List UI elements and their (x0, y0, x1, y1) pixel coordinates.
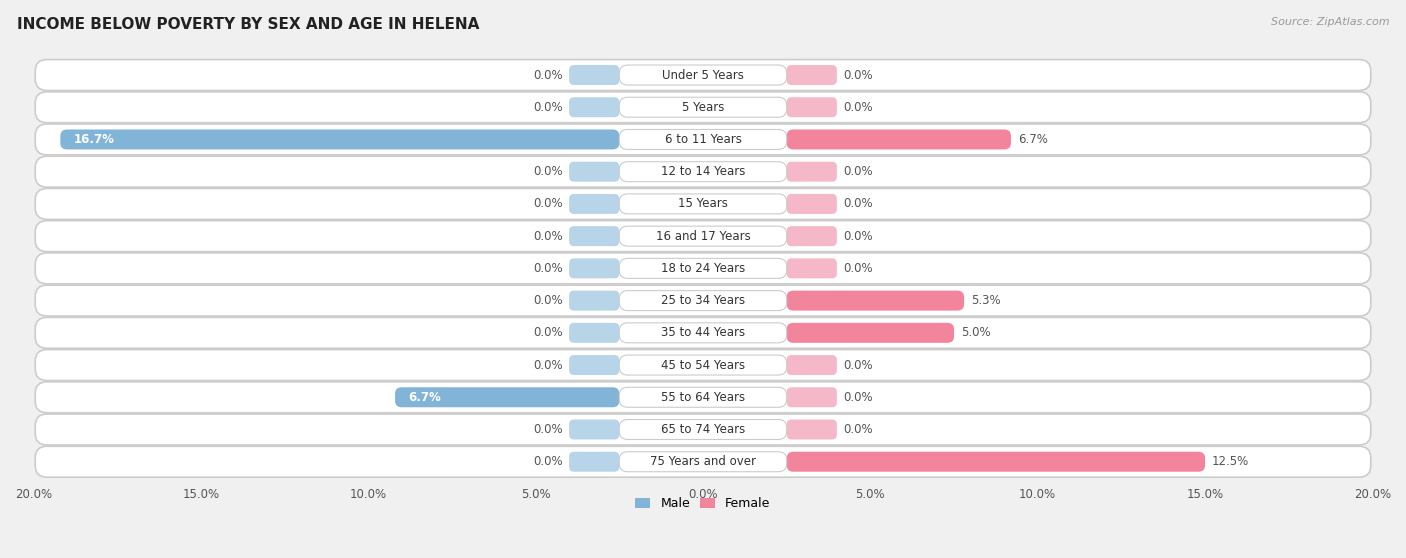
Text: 0.0%: 0.0% (533, 262, 562, 275)
Text: 12 to 14 Years: 12 to 14 Years (661, 165, 745, 178)
FancyBboxPatch shape (569, 323, 619, 343)
Text: 65 to 74 Years: 65 to 74 Years (661, 423, 745, 436)
FancyBboxPatch shape (787, 452, 1205, 472)
FancyBboxPatch shape (35, 220, 1371, 252)
Text: 45 to 54 Years: 45 to 54 Years (661, 359, 745, 372)
Text: 0.0%: 0.0% (844, 423, 873, 436)
Text: 6 to 11 Years: 6 to 11 Years (665, 133, 741, 146)
FancyBboxPatch shape (35, 318, 1371, 348)
FancyBboxPatch shape (569, 226, 619, 246)
FancyBboxPatch shape (35, 92, 1371, 123)
Text: 75 Years and over: 75 Years and over (650, 455, 756, 468)
Text: 0.0%: 0.0% (533, 455, 562, 468)
FancyBboxPatch shape (619, 387, 787, 407)
Text: 0.0%: 0.0% (533, 69, 562, 81)
Text: 5 Years: 5 Years (682, 101, 724, 114)
Text: 0.0%: 0.0% (533, 326, 562, 339)
Text: 0.0%: 0.0% (844, 262, 873, 275)
FancyBboxPatch shape (569, 65, 619, 85)
FancyBboxPatch shape (35, 349, 1371, 381)
FancyBboxPatch shape (569, 194, 619, 214)
Text: 0.0%: 0.0% (533, 165, 562, 178)
FancyBboxPatch shape (619, 258, 787, 278)
FancyBboxPatch shape (569, 97, 619, 117)
FancyBboxPatch shape (619, 323, 787, 343)
FancyBboxPatch shape (619, 129, 787, 150)
Text: 5.0%: 5.0% (960, 326, 990, 339)
Text: 15 Years: 15 Years (678, 198, 728, 210)
FancyBboxPatch shape (569, 258, 619, 278)
Text: 25 to 34 Years: 25 to 34 Years (661, 294, 745, 307)
FancyBboxPatch shape (569, 291, 619, 311)
Text: 35 to 44 Years: 35 to 44 Years (661, 326, 745, 339)
Text: 0.0%: 0.0% (844, 359, 873, 372)
FancyBboxPatch shape (35, 60, 1371, 90)
Text: 16 and 17 Years: 16 and 17 Years (655, 230, 751, 243)
Text: 16.7%: 16.7% (73, 133, 115, 146)
FancyBboxPatch shape (787, 387, 837, 407)
Text: Source: ZipAtlas.com: Source: ZipAtlas.com (1271, 17, 1389, 27)
Text: 5.3%: 5.3% (970, 294, 1001, 307)
FancyBboxPatch shape (619, 97, 787, 117)
FancyBboxPatch shape (619, 194, 787, 214)
FancyBboxPatch shape (619, 452, 787, 472)
Legend: Male, Female: Male, Female (630, 492, 776, 515)
Text: 0.0%: 0.0% (533, 359, 562, 372)
FancyBboxPatch shape (787, 420, 837, 440)
FancyBboxPatch shape (787, 194, 837, 214)
FancyBboxPatch shape (35, 124, 1371, 155)
Text: 18 to 24 Years: 18 to 24 Years (661, 262, 745, 275)
FancyBboxPatch shape (569, 355, 619, 375)
FancyBboxPatch shape (569, 452, 619, 472)
Text: 0.0%: 0.0% (844, 101, 873, 114)
FancyBboxPatch shape (787, 323, 955, 343)
Text: INCOME BELOW POVERTY BY SEX AND AGE IN HELENA: INCOME BELOW POVERTY BY SEX AND AGE IN H… (17, 17, 479, 32)
FancyBboxPatch shape (619, 355, 787, 375)
Text: 6.7%: 6.7% (1018, 133, 1047, 146)
Text: 0.0%: 0.0% (844, 198, 873, 210)
FancyBboxPatch shape (619, 291, 787, 311)
Text: 6.7%: 6.7% (409, 391, 441, 404)
Text: 0.0%: 0.0% (844, 165, 873, 178)
FancyBboxPatch shape (35, 285, 1371, 316)
Text: 0.0%: 0.0% (533, 198, 562, 210)
FancyBboxPatch shape (569, 420, 619, 440)
FancyBboxPatch shape (787, 258, 837, 278)
Text: 0.0%: 0.0% (533, 294, 562, 307)
FancyBboxPatch shape (395, 387, 619, 407)
FancyBboxPatch shape (35, 189, 1371, 219)
FancyBboxPatch shape (35, 253, 1371, 284)
Text: 0.0%: 0.0% (533, 230, 562, 243)
Text: 0.0%: 0.0% (533, 101, 562, 114)
Text: 55 to 64 Years: 55 to 64 Years (661, 391, 745, 404)
FancyBboxPatch shape (569, 162, 619, 182)
FancyBboxPatch shape (787, 355, 837, 375)
FancyBboxPatch shape (35, 414, 1371, 445)
FancyBboxPatch shape (787, 291, 965, 311)
FancyBboxPatch shape (787, 65, 837, 85)
FancyBboxPatch shape (35, 382, 1371, 413)
FancyBboxPatch shape (619, 65, 787, 85)
Text: 0.0%: 0.0% (844, 230, 873, 243)
FancyBboxPatch shape (35, 156, 1371, 187)
FancyBboxPatch shape (787, 129, 1011, 150)
FancyBboxPatch shape (787, 226, 837, 246)
FancyBboxPatch shape (619, 162, 787, 182)
Text: 0.0%: 0.0% (844, 391, 873, 404)
FancyBboxPatch shape (619, 420, 787, 440)
FancyBboxPatch shape (60, 129, 619, 150)
FancyBboxPatch shape (619, 226, 787, 246)
Text: 12.5%: 12.5% (1212, 455, 1249, 468)
Text: 0.0%: 0.0% (844, 69, 873, 81)
FancyBboxPatch shape (787, 162, 837, 182)
Text: Under 5 Years: Under 5 Years (662, 69, 744, 81)
FancyBboxPatch shape (787, 97, 837, 117)
FancyBboxPatch shape (35, 446, 1371, 477)
Text: 0.0%: 0.0% (533, 423, 562, 436)
